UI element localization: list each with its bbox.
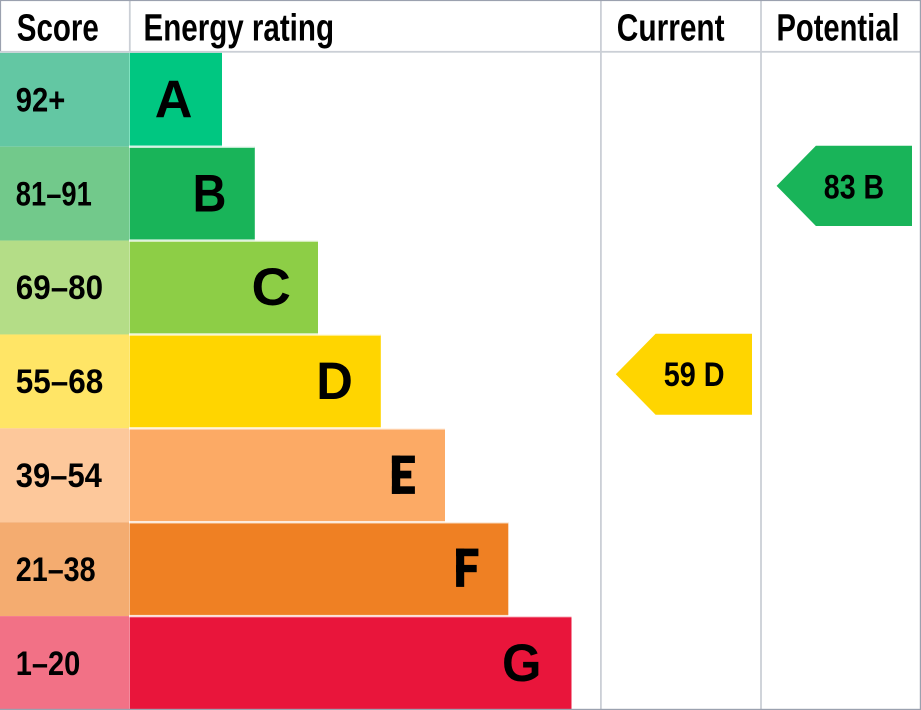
svg-text:Current: Current xyxy=(617,8,725,50)
svg-text:Score: Score xyxy=(17,8,99,50)
svg-text:1–20: 1–20 xyxy=(16,645,81,683)
svg-text:D: D xyxy=(316,352,353,411)
svg-text:Potential: Potential xyxy=(777,8,900,50)
svg-text:55–68: 55–68 xyxy=(16,363,104,401)
svg-text:Energy rating: Energy rating xyxy=(144,8,335,50)
svg-text:A: A xyxy=(155,70,193,129)
svg-text:81–91: 81–91 xyxy=(16,175,92,213)
svg-text:69–80: 69–80 xyxy=(16,269,103,307)
svg-text:C: C xyxy=(252,258,291,317)
svg-text:39–54: 39–54 xyxy=(16,457,102,495)
svg-text:B: B xyxy=(193,164,227,223)
svg-text:21–38: 21–38 xyxy=(16,551,96,589)
svg-text:92+: 92+ xyxy=(16,81,66,119)
svg-text:G: G xyxy=(502,634,542,693)
svg-text:83 B: 83 B xyxy=(824,168,884,206)
svg-text:59 D: 59 D xyxy=(664,356,725,394)
